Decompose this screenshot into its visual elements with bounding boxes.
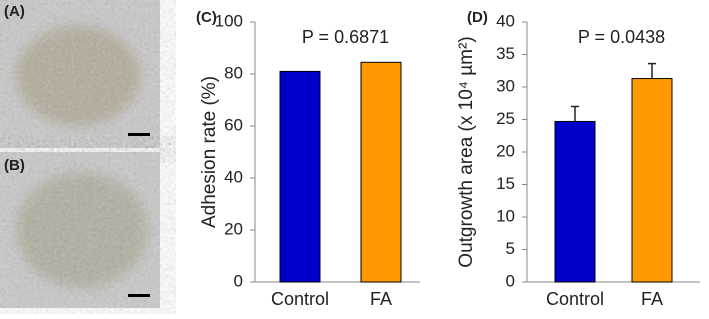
y-tick-label: 40 [496,11,515,30]
y-tick-label: 80 [224,63,243,82]
panel-label: (C) [196,9,217,26]
bar [631,78,673,283]
bar [360,61,402,283]
panel-label: (D) [467,9,488,26]
y-tick-label: 15 [496,174,515,193]
x-tick-label: Control [546,289,604,309]
bar [554,120,596,283]
bar [279,70,321,283]
y-tick-label: 40 [224,167,243,186]
y-tick-label: 5 [506,239,515,258]
x-tick-label: Control [271,289,329,309]
panel-label: (B) [4,157,25,174]
y-tick-label: 0 [234,271,243,290]
y-axis-label: Outgrowth area (x 10⁴ µm²) [456,36,477,267]
micrograph-a: (A) [0,0,160,148]
y-tick-label: 30 [496,76,515,95]
annotation: P = 0.6871 [302,27,389,47]
x-tick-label: FA [641,289,663,309]
y-tick-label: 60 [224,115,243,134]
y-tick-label: 20 [496,141,515,160]
micrograph-b: (B) [0,152,160,308]
x-tick-label: FA [370,289,392,309]
y-tick-label: 25 [496,109,515,128]
y-tick-label: 100 [215,11,243,30]
annotation: P = 0.0438 [578,27,665,47]
y-tick-label: 0 [506,271,515,290]
y-tick-label: 10 [496,206,515,225]
y-axis-label: Adhesion rate (%) [199,76,220,228]
y-tick-label: 20 [224,219,243,238]
y-tick-label: 35 [496,44,515,63]
panel-label: (A) [4,3,25,20]
